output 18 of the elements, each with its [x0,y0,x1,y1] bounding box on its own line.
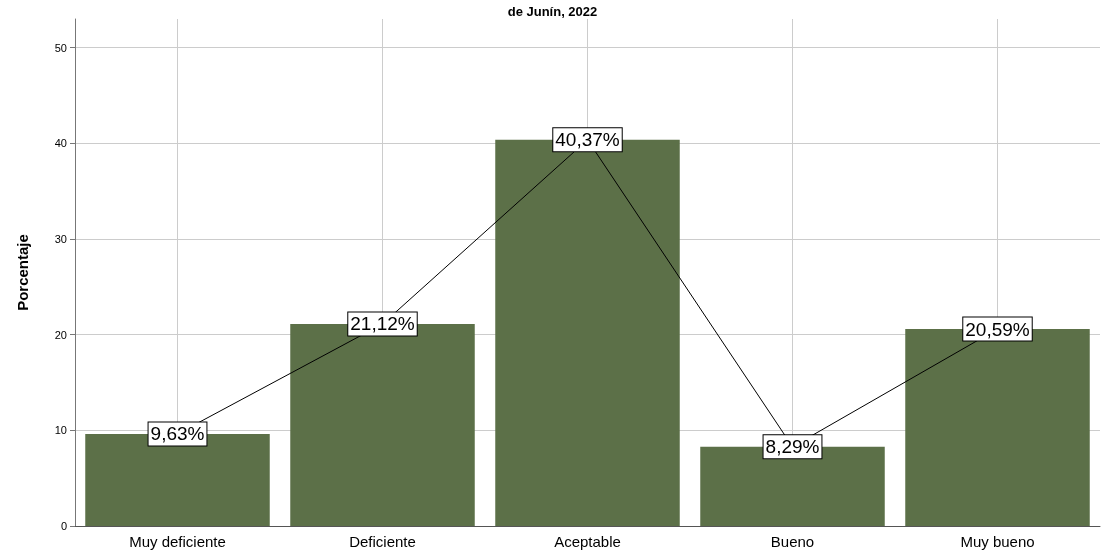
data-label: 40,37% [555,129,620,151]
y-tick-label: 40 [54,137,67,150]
x-tick-label: Bueno [770,533,815,550]
y-tick-label: 0 [60,520,67,532]
x-tick-label: Muy bueno [960,533,1035,550]
x-tick-label: Deficiente [349,533,416,550]
data-label: 20,59% [965,318,1030,340]
x-tick-label: Muy deficiente [129,533,226,550]
y-tick-label: 20 [54,328,67,341]
data-label: 8,29% [765,436,820,458]
chart-title: de Junín, 2022 [507,4,598,19]
y-tick-label: 30 [54,233,67,246]
x-tick-label: Aceptable [554,533,621,550]
y-tick-label: 10 [54,424,67,437]
y-tick-label: 50 [54,41,67,54]
data-label: 21,12% [350,313,415,335]
data-label: 9,63% [150,423,205,445]
y-axis-title: Porcentaje [14,234,31,311]
